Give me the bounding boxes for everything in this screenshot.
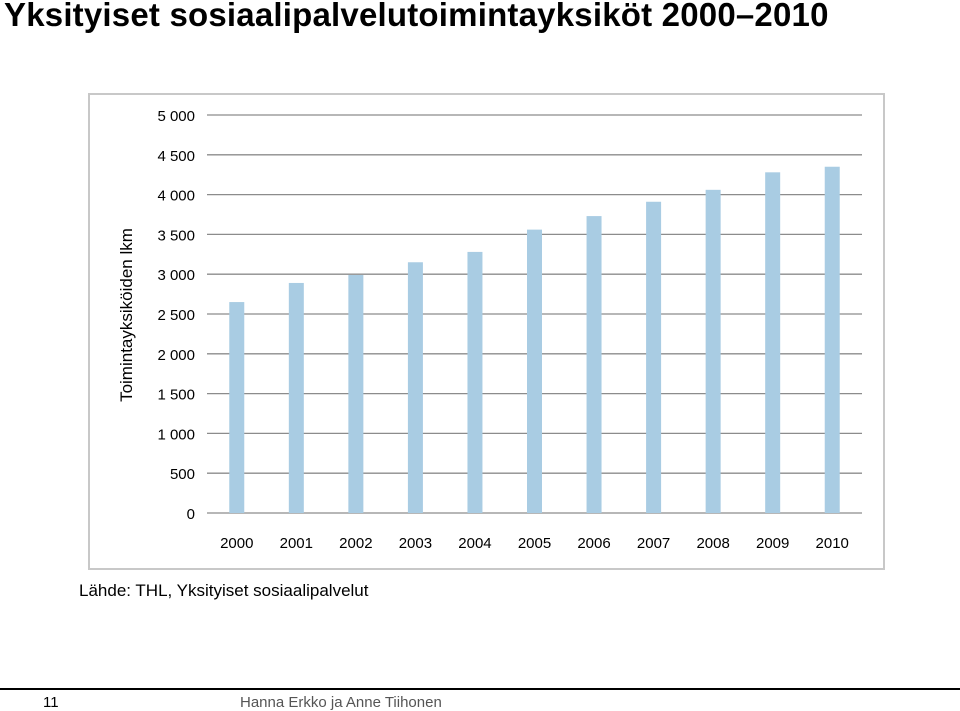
y-tick-label: 4 500 — [157, 148, 195, 165]
y-tick-label: 5 000 — [157, 108, 195, 125]
x-tick-label: 2008 — [696, 535, 729, 552]
bar — [348, 274, 364, 513]
source-note: Lähde: THL, Yksityiset sosiaalipalvelut — [79, 581, 369, 600]
y-tick-label: 1 500 — [157, 387, 195, 404]
x-tick-label: 2000 — [220, 535, 253, 552]
bar-chart: 0 500 1 000 1 500 2 000 2 500 3 000 3 500 4 000 4… — [117, 108, 862, 552]
y-tick-label: 1 000 — [157, 426, 195, 443]
y-tick-label: 2 000 — [157, 347, 195, 364]
page-number: 11 — [43, 694, 59, 711]
y-tick-label: 500 — [170, 466, 195, 483]
x-tick-label: 2004 — [458, 535, 491, 552]
bar — [288, 282, 304, 513]
y-tick-label: 0 — [187, 506, 195, 523]
bar — [824, 166, 840, 513]
footer-divider — [0, 688, 960, 690]
slide-title: Yksityiset sosiaalipalvelutoimintayksikö… — [4, 0, 829, 33]
bar — [765, 172, 781, 513]
footer-authors: Hanna Erkko ja Anne Tiihonen — [240, 694, 442, 711]
x-tick-label: 2005 — [518, 535, 551, 552]
bar — [527, 229, 542, 513]
bar — [229, 302, 245, 513]
x-tick-label: 2009 — [756, 535, 789, 552]
x-tick-label: 2010 — [816, 535, 849, 552]
y-tick-label: 2 500 — [157, 307, 195, 324]
y-tick-label: 4 000 — [157, 188, 195, 205]
y-axis-title: Toimintayksiköiden lkm — [117, 228, 136, 402]
x-tick-label: 2003 — [399, 535, 432, 552]
bar — [407, 262, 423, 513]
bar — [467, 251, 483, 514]
x-tick-label: 2002 — [339, 535, 372, 552]
chart-frame: 0 500 1 000 1 500 2 000 2 500 3 000 3 500 4 000 4… — [88, 93, 885, 570]
bar — [586, 216, 602, 513]
y-tick-label: 3 000 — [157, 267, 195, 284]
x-tick-label: 2007 — [637, 535, 670, 552]
x-tick-label: 2006 — [577, 535, 610, 552]
bar — [705, 189, 721, 513]
y-tick-label: 3 500 — [157, 227, 195, 244]
bar — [646, 201, 662, 513]
x-tick-label: 2001 — [280, 535, 313, 552]
